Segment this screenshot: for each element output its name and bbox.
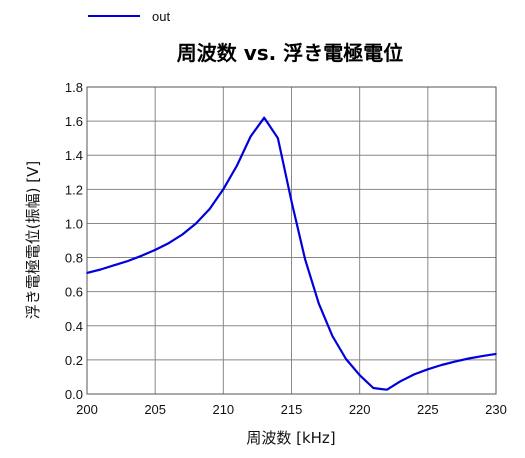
y-tick-label: 0.2 [65, 353, 83, 368]
data-point [331, 335, 334, 337]
x-tick-label: 215 [281, 402, 303, 417]
data-point [195, 222, 197, 225]
x-axis-label: 周波数 [kHz] [246, 429, 335, 447]
data-point [481, 355, 484, 357]
data-point [399, 380, 402, 383]
y-tick-label: 1.0 [65, 216, 83, 231]
x-tick-label: 200 [76, 402, 98, 417]
y-tick-label: 1.6 [65, 114, 83, 129]
y-tick-label: 1.2 [65, 182, 83, 197]
legend-label-out: out [152, 9, 170, 24]
data-point [345, 358, 347, 360]
data-point [495, 353, 497, 355]
x-tick-label: 205 [144, 402, 166, 417]
y-tick-label: 0.6 [65, 285, 83, 300]
data-point [454, 360, 456, 363]
data-point [140, 255, 143, 257]
data-point [290, 200, 293, 203]
data-point [263, 116, 266, 119]
data-point [127, 260, 129, 262]
x-tick-label: 230 [485, 402, 507, 417]
data-point [413, 373, 416, 376]
data-point [386, 388, 388, 391]
y-tick-label: 1.4 [65, 148, 83, 163]
data-point [304, 258, 306, 261]
data-point [154, 249, 156, 251]
x-tick-label: 210 [212, 402, 234, 417]
x-tick-labels: 200 205 210 215 220 225 230 [76, 402, 507, 417]
plot-frame [86, 86, 497, 395]
data-point [249, 135, 252, 138]
data-point [317, 302, 320, 305]
chart-title: 周波数 vs. 浮き電極電位 [177, 41, 403, 65]
data-point [372, 387, 375, 389]
series-group [86, 116, 497, 391]
y-tick-label: 0.4 [65, 319, 83, 334]
data-point [86, 272, 88, 274]
x-tick-label: 225 [417, 402, 439, 417]
y-tick-label: 0.8 [65, 251, 83, 266]
y-tick-label: 1.8 [65, 80, 83, 95]
data-point [440, 364, 443, 366]
data-point [467, 357, 470, 360]
data-point [113, 264, 116, 267]
data-point [358, 374, 361, 377]
data-point [99, 268, 102, 271]
data-point [427, 368, 429, 371]
x-tick-label: 220 [349, 402, 371, 417]
legend: out [88, 9, 170, 24]
data-point [168, 242, 170, 244]
data-point [222, 188, 225, 191]
data-point [236, 164, 238, 167]
y-axis-label: 浮き電極電位(振幅) [V] [24, 161, 42, 319]
y-tick-label: 0.0 [65, 387, 83, 402]
data-point [208, 208, 211, 210]
data-point [277, 137, 279, 139]
y-tick-labels: 0.0 0.2 0.4 0.6 0.8 1.0 1.2 1.4 1.6 1.8 [65, 80, 83, 402]
data-point [181, 233, 184, 236]
